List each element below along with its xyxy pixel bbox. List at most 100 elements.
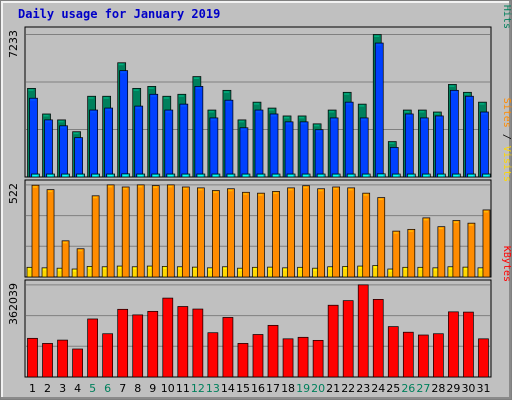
bar-kbytes: [433, 333, 444, 378]
bar-visits-highlight: [298, 268, 302, 270]
bar-files: [389, 147, 399, 178]
bar-files: [239, 127, 249, 178]
legend-separator: /: [501, 128, 512, 146]
bar-kbytes-highlight: [253, 335, 261, 337]
bar-files: [299, 121, 309, 178]
bar-files-highlight: [466, 97, 472, 99]
bar-pages-highlight: [62, 175, 68, 177]
day-label: 23: [356, 382, 370, 395]
bar-kbytes: [463, 311, 474, 378]
bar-sites-highlight: [78, 249, 83, 252]
bar-pages-highlight: [152, 175, 158, 177]
bar-hits-highlight: [479, 103, 485, 105]
day-label: 9: [149, 382, 156, 395]
bar-visits-highlight: [43, 268, 47, 271]
bar-pages-highlight: [137, 175, 143, 177]
bar-pages-highlight: [182, 175, 188, 177]
bar-files: [29, 97, 38, 178]
bar-files-highlight: [210, 118, 216, 121]
bar-kbytes: [132, 314, 144, 378]
bar-sites: [467, 222, 476, 278]
bar-files-highlight: [135, 107, 141, 109]
bar-visits-highlight: [208, 268, 212, 271]
day-label: 24: [371, 382, 385, 395]
bar-files: [44, 119, 53, 178]
bar-kbytes: [27, 337, 38, 378]
bar-sites-highlight: [453, 221, 458, 224]
bar-pages-highlight: [242, 175, 248, 177]
bar-visits-highlight: [478, 268, 482, 271]
bar-sites: [227, 188, 235, 278]
bar-hits-highlight: [43, 114, 49, 117]
bar-kbytes-highlight: [43, 344, 51, 346]
day-label: 8: [134, 382, 141, 395]
bar-sites-highlight: [213, 191, 218, 193]
bar-files: [134, 105, 144, 178]
y-max-tick-label: 522: [7, 183, 20, 204]
bar-visits-highlight: [403, 268, 407, 270]
bar-sites-highlight: [183, 187, 188, 190]
bar-hits-highlight: [73, 132, 79, 135]
bar-visits-highlight: [58, 269, 62, 271]
bar-pages-highlight: [333, 175, 339, 177]
bar-pages-highlight: [318, 175, 324, 177]
bar-pages-highlight: [453, 175, 459, 177]
bar-sites: [287, 187, 295, 278]
bar-kbytes: [117, 308, 129, 378]
day-label: 2: [44, 382, 51, 395]
bar-sites: [31, 184, 40, 278]
bar-hits-highlight: [374, 35, 380, 37]
day-label: 19: [296, 382, 310, 395]
bar-files: [89, 109, 98, 178]
bar-sites-highlight: [348, 188, 353, 191]
bar-pages-highlight: [212, 175, 218, 177]
bar-files: [74, 137, 83, 178]
bar-visits-highlight: [343, 267, 347, 269]
bar-files-highlight: [271, 114, 277, 117]
bar-files-highlight: [180, 105, 186, 107]
bar-visits-highlight: [223, 267, 227, 270]
bar-kbytes-highlight: [284, 339, 292, 342]
bar-files-highlight: [195, 87, 201, 89]
bar-kbytes-highlight: [163, 299, 171, 301]
bar-sites: [121, 186, 130, 278]
day-label: 13: [206, 382, 220, 395]
bar-kbytes-highlight: [223, 318, 231, 320]
bar-kbytes-highlight: [238, 344, 246, 346]
bar-hits-highlight: [449, 85, 455, 87]
bar-kbytes-highlight: [434, 334, 442, 337]
bar-kbytes: [448, 311, 459, 378]
bar-sites-highlight: [228, 189, 233, 192]
bar-files: [480, 111, 489, 178]
bar-pages-highlight: [32, 175, 38, 177]
series-legend: KBytes: [501, 246, 512, 282]
bar-sites: [347, 187, 356, 278]
day-label: 31: [476, 382, 490, 395]
bar-kbytes-highlight: [374, 300, 382, 302]
bar-hits-highlight: [344, 93, 350, 95]
bar-visits-highlight: [418, 268, 422, 270]
bar-hits-highlight: [223, 91, 229, 93]
bar-files: [344, 101, 354, 178]
bar-kbytes-highlight: [58, 341, 66, 343]
bar-files-highlight: [105, 109, 111, 111]
bar-hits-highlight: [329, 111, 335, 113]
bar-sites: [482, 209, 491, 278]
day-label: 15: [236, 382, 250, 395]
bar-files-highlight: [301, 122, 307, 125]
day-label: 17: [266, 382, 280, 395]
bar-pages-highlight: [363, 175, 369, 177]
bar-sites: [407, 228, 416, 278]
bar-hits-highlight: [133, 89, 139, 91]
bar-sites: [332, 186, 340, 278]
bar-pages-highlight: [468, 175, 474, 177]
bar-kbytes: [327, 304, 339, 378]
day-label: 20: [311, 382, 325, 395]
bar-sites: [61, 240, 70, 278]
bar-pages-highlight: [47, 175, 53, 177]
bar-files-highlight: [451, 91, 457, 93]
bar-visits-highlight: [358, 267, 362, 269]
bar-sites-highlight: [108, 185, 113, 188]
bar-pages-highlight: [227, 175, 233, 177]
bar-hits-highlight: [389, 142, 395, 145]
